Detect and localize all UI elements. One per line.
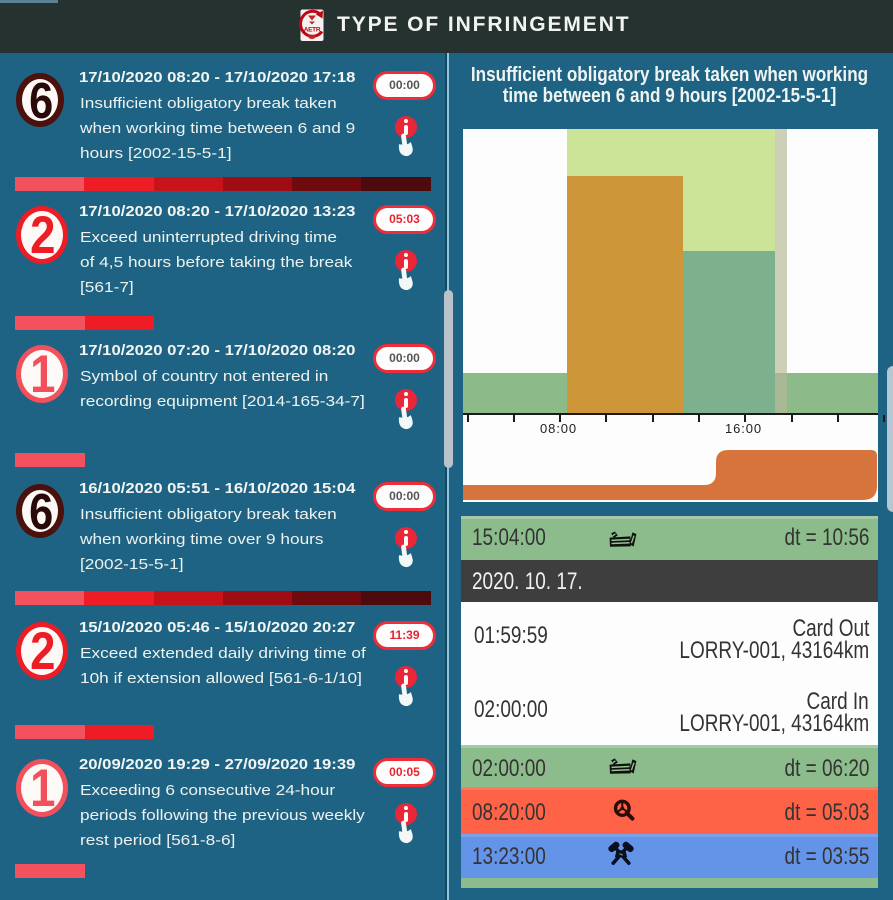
svg-text:AETR: AETR [304, 27, 321, 34]
